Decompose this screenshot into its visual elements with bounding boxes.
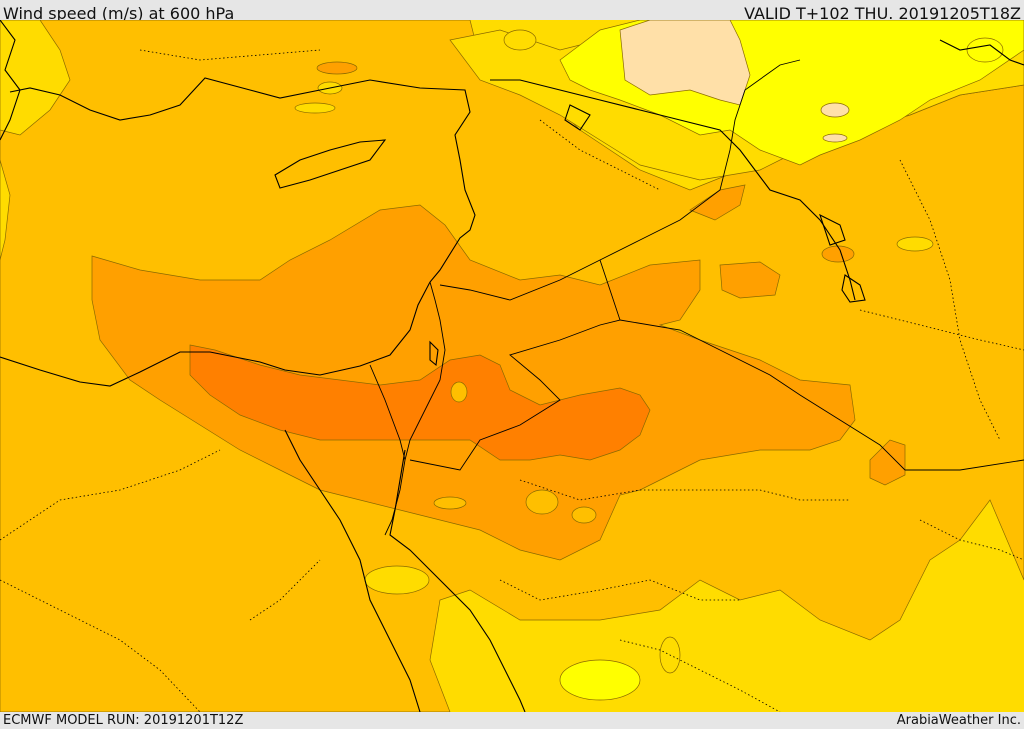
internal-boundaries (0, 49, 1024, 712)
model-run-label: ECMWF MODEL RUN: 20191201T12Z (3, 713, 244, 728)
map-title: Wind speed (m/s) at 600 hPa (3, 4, 235, 23)
credit-label: ArabiaWeather Inc. (896, 713, 1021, 728)
peach-island-2 (822, 133, 848, 143)
orange-island-2 (316, 61, 358, 75)
country-borders (369, 59, 1024, 536)
yellow-island-4 (503, 29, 537, 51)
wind-speed-map (0, 20, 1024, 712)
light-yellow-island-2 (966, 37, 1004, 63)
peach-island-1 (820, 102, 850, 118)
field-orange-east-2 (869, 439, 906, 486)
valid-time-label: VALID T+102 THU. 20191205T18Z (744, 4, 1021, 23)
field-yellow-west (0, 159, 11, 261)
gold-island-3 (571, 506, 597, 524)
orange-island-1 (821, 245, 855, 263)
yellow-island-3 (896, 236, 934, 252)
field-orange-east (719, 261, 781, 299)
header-bar (0, 0, 1024, 20)
yellow-island-6 (294, 102, 336, 114)
footer-bar (0, 712, 1024, 729)
gold-island-2 (433, 496, 467, 510)
gold-island-4 (450, 381, 468, 403)
gold-island-1 (525, 489, 559, 515)
coastlines (0, 20, 1024, 712)
light-yellow-island-1 (559, 659, 641, 701)
yellow-island-1 (364, 565, 430, 595)
field-dark-orange (189, 344, 651, 461)
